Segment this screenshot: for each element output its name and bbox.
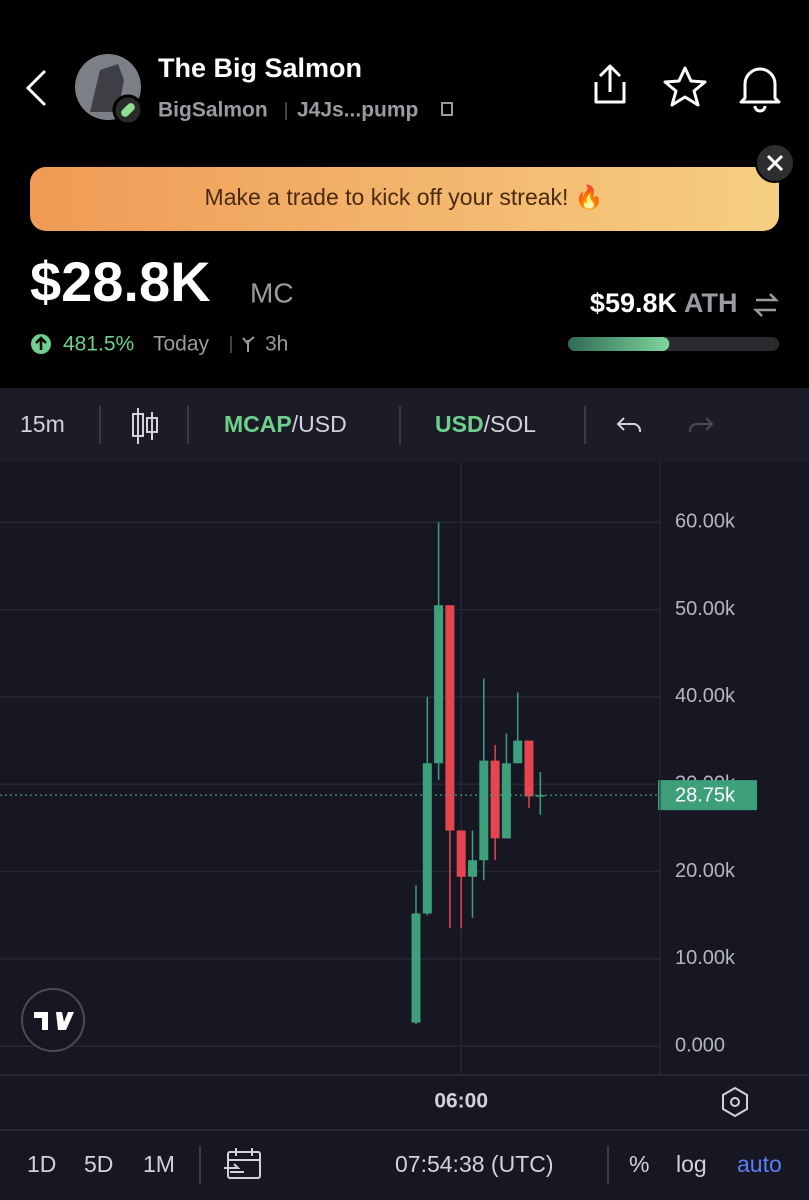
y-tick-label: 20.00k	[675, 860, 736, 882]
y-tick-label: 40.00k	[675, 685, 736, 707]
tv-mark	[34, 1012, 74, 1030]
chart-bg	[0, 462, 809, 1200]
currency-toggle[interactable]: USD/SOL	[435, 411, 536, 437]
close-icon	[766, 154, 784, 172]
y-tick-label: 0.000	[675, 1034, 725, 1056]
chart-style-button[interactable]	[132, 408, 158, 444]
banner-text: Make a trade to kick off your streak! 🔥	[205, 184, 604, 211]
candle-body	[524, 740, 534, 797]
pair-rest: /USD	[292, 411, 347, 437]
pill-icon	[121, 103, 135, 117]
candle-body	[513, 740, 523, 764]
candle-body	[434, 605, 444, 764]
candle-body	[501, 763, 511, 839]
last-price-label: 28.75k	[675, 784, 736, 806]
token-name: The Big Salmon	[158, 53, 362, 83]
range-button[interactable]: 5D	[84, 1151, 113, 1177]
candle-body	[445, 605, 455, 831]
y-tick-label: 60.00k	[675, 511, 736, 533]
candle-body	[411, 913, 421, 1023]
change: 481.5%	[63, 333, 134, 356]
range-button[interactable]: 1M	[143, 1151, 175, 1177]
percent-toggle[interactable]: %	[629, 1151, 649, 1177]
candle-body	[535, 795, 545, 797]
candle-body	[422, 763, 432, 914]
age: 3h	[265, 333, 288, 356]
chart-toolbar	[0, 388, 809, 462]
sprout-icon	[242, 336, 255, 352]
auto-toggle[interactable]: auto	[737, 1151, 782, 1177]
date-range-button[interactable]	[224, 1148, 261, 1179]
change-period: Today	[153, 333, 210, 356]
pair-main: MCAP	[224, 411, 292, 437]
streak-banner[interactable]	[30, 167, 779, 231]
ticker: BigSalmon	[158, 99, 268, 122]
x-tick-label: 06:00	[434, 1090, 488, 1113]
ath-label: ATH	[684, 288, 738, 318]
settings-dot	[730, 1097, 740, 1107]
mc-label: MC	[250, 277, 294, 308]
market-cap: $28.8K	[30, 250, 211, 313]
ath-progress	[568, 337, 670, 351]
favorite-button[interactable]	[663, 66, 707, 107]
y-tick-label: 50.00k	[675, 598, 736, 620]
swap-button[interactable]	[752, 293, 780, 317]
currency-main: USD	[435, 411, 484, 437]
ath-value: $59.8K	[590, 288, 678, 318]
interval[interactable]: 15m	[20, 411, 65, 437]
undo-button[interactable]	[616, 417, 642, 433]
candle-body	[456, 830, 466, 877]
avatar-figure	[90, 64, 124, 112]
chart-settings[interactable]	[722, 1086, 748, 1118]
pair-toggle[interactable]: MCAP/USD	[224, 411, 347, 437]
redo-button[interactable]	[688, 417, 714, 433]
range-button[interactable]: 1D	[27, 1151, 56, 1177]
copy-icon[interactable]	[441, 102, 453, 116]
tradingview-logo[interactable]	[21, 988, 85, 1052]
address[interactable]: J4Js...pump	[297, 99, 418, 122]
alert-button[interactable]	[739, 67, 781, 113]
share-button[interactable]	[594, 64, 626, 104]
up-arrow	[35, 336, 47, 350]
back-button[interactable]	[25, 70, 46, 106]
log-toggle[interactable]: log	[676, 1151, 707, 1177]
y-tick-label: 10.00k	[675, 947, 736, 969]
candle-body	[490, 760, 500, 839]
currency-rest: /SOL	[484, 411, 537, 437]
chart: 0.00010.00k20.00k30.00k40.00k50.00k60.00…	[0, 462, 757, 1113]
candle-body	[479, 760, 489, 861]
last-price-tag	[658, 780, 757, 811]
candle-body	[468, 860, 477, 877]
clock[interactable]: 07:54:38 (UTC)	[395, 1151, 554, 1177]
range-buttons: 1D 5D 1M	[27, 1151, 175, 1177]
